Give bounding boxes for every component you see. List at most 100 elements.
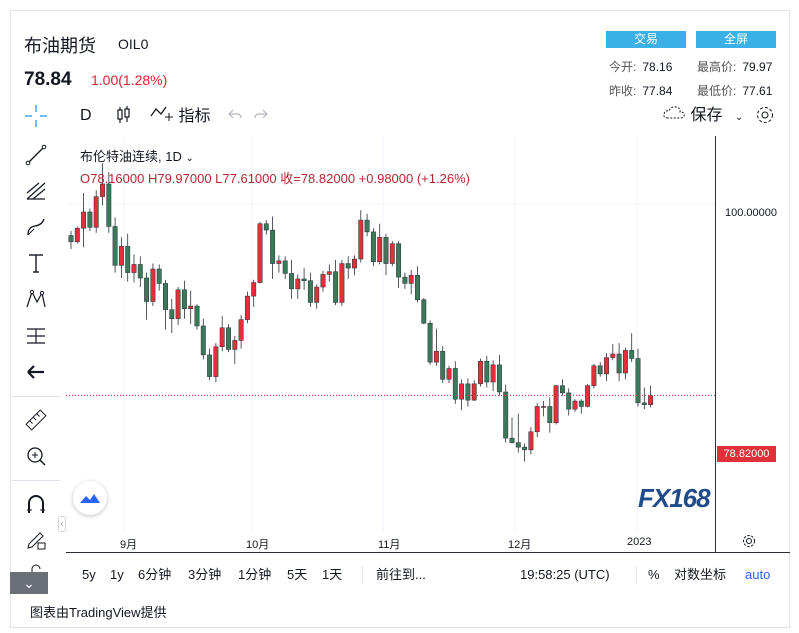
candle <box>370 228 376 267</box>
candle <box>150 263 156 307</box>
goto-date-button[interactable]: 前往到... <box>376 567 426 582</box>
magnet-icon[interactable] <box>22 490 50 518</box>
candle <box>509 417 515 444</box>
widget-frame <box>10 10 790 628</box>
candle <box>100 163 105 206</box>
fullscreen-button[interactable]: 全屏 <box>696 31 776 48</box>
candle <box>263 220 269 235</box>
candle <box>440 345 446 383</box>
candle <box>131 254 137 283</box>
candle <box>591 363 597 389</box>
crosshair-icon[interactable] <box>22 102 50 130</box>
trade-button[interactable]: 交易 <box>606 31 686 48</box>
candle <box>402 272 408 289</box>
candle <box>528 427 534 455</box>
candle <box>496 354 502 396</box>
range-button[interactable]: 1分钟 <box>238 567 272 582</box>
candle <box>326 264 332 282</box>
candle <box>320 270 326 292</box>
candle <box>295 274 301 299</box>
indicators-label: 指标 <box>178 108 211 126</box>
stat-low: 最低价: 77.61 <box>697 84 773 98</box>
candle <box>427 320 433 365</box>
time-tick-label: 2023 <box>627 536 652 548</box>
candle <box>541 401 546 417</box>
indicators-icon <box>150 104 174 130</box>
candle <box>188 290 194 325</box>
log-scale-toggle[interactable]: 对数坐标 <box>674 567 727 582</box>
candle <box>270 216 276 279</box>
last-price: 78.84 <box>24 69 72 90</box>
collapse-toolbar-button[interactable]: ⌄ <box>10 572 48 594</box>
candle <box>415 266 420 303</box>
chevron-down-icon: ⌄ <box>23 575 35 591</box>
candle <box>352 255 357 276</box>
range-button[interactable]: 1y <box>110 567 124 582</box>
candle <box>301 268 307 290</box>
text-tool-icon[interactable] <box>22 249 50 277</box>
price-axis[interactable] <box>715 136 790 534</box>
brush-icon[interactable] <box>22 213 50 241</box>
candle <box>112 217 118 273</box>
symbol-name: 布油期货 <box>24 36 96 56</box>
indicators-button[interactable]: 指标 <box>150 104 210 128</box>
range-button[interactable]: 6分钟 <box>138 567 172 582</box>
interval-selector[interactable]: D <box>80 107 92 124</box>
range-button[interactable]: 5y <box>82 567 96 582</box>
candle <box>629 333 635 363</box>
auto-scale-toggle[interactable]: auto <box>745 567 771 582</box>
arrow-left-icon[interactable] <box>22 358 50 386</box>
range-button[interactable]: 1天 <box>322 567 343 582</box>
tradingview-logo[interactable] <box>73 481 107 515</box>
prediction-icon[interactable] <box>22 322 50 350</box>
candle <box>459 379 465 411</box>
range-button[interactable]: 5天 <box>287 567 308 582</box>
candle <box>289 259 294 299</box>
fx168-watermark: FX168 <box>638 483 711 513</box>
candle <box>93 190 99 233</box>
trend-line-icon[interactable] <box>22 141 50 169</box>
ruler-icon[interactable] <box>22 406 50 434</box>
candle <box>257 221 263 284</box>
candle <box>333 259 339 306</box>
fib-retracement-icon[interactable] <box>22 177 50 205</box>
candle <box>566 388 572 416</box>
candle <box>207 348 213 381</box>
candle <box>276 255 282 273</box>
candle <box>251 279 257 307</box>
candle <box>364 213 370 237</box>
series-legend[interactable]: 布伦特油连续, 1D ⌄ <box>80 146 194 165</box>
tradingview-credit[interactable]: 图表由TradingView提供 <box>30 605 167 620</box>
candles-icon[interactable] <box>116 104 132 128</box>
candle <box>503 384 509 443</box>
save-button[interactable]: 保存 ⌄ <box>662 104 743 128</box>
candle <box>282 256 288 279</box>
axis-divider <box>715 136 716 553</box>
candle <box>314 284 320 309</box>
candlestick-chart[interactable] <box>66 136 715 534</box>
settings-gear-icon[interactable] <box>754 104 776 128</box>
candle <box>169 298 175 334</box>
undo-icon[interactable] <box>226 104 242 128</box>
axis-settings-gear-icon[interactable] <box>741 533 757 554</box>
candle <box>515 413 521 453</box>
candle <box>219 316 225 352</box>
redo-icon[interactable] <box>254 104 270 128</box>
bottom-separator <box>636 566 637 584</box>
candle <box>396 240 402 288</box>
candle <box>106 172 112 233</box>
candle <box>144 272 150 320</box>
zoom-in-icon[interactable] <box>22 442 50 470</box>
percent-toggle[interactable]: % <box>648 567 660 582</box>
candle <box>175 287 181 326</box>
candle <box>345 256 351 279</box>
range-button[interactable]: 3分钟 <box>188 567 222 582</box>
hide-toolbar-toggle[interactable]: ‹ <box>58 516 66 532</box>
clock-time[interactable]: 19:58:25 (UTC) <box>520 567 610 582</box>
lock-pencil-icon[interactable] <box>22 526 50 554</box>
chevron-down-icon: ⌄ <box>734 112 744 124</box>
pattern-icon[interactable] <box>22 285 50 313</box>
candle <box>389 240 395 267</box>
chevron-left-icon: ‹ <box>60 519 64 528</box>
candle <box>238 315 244 349</box>
